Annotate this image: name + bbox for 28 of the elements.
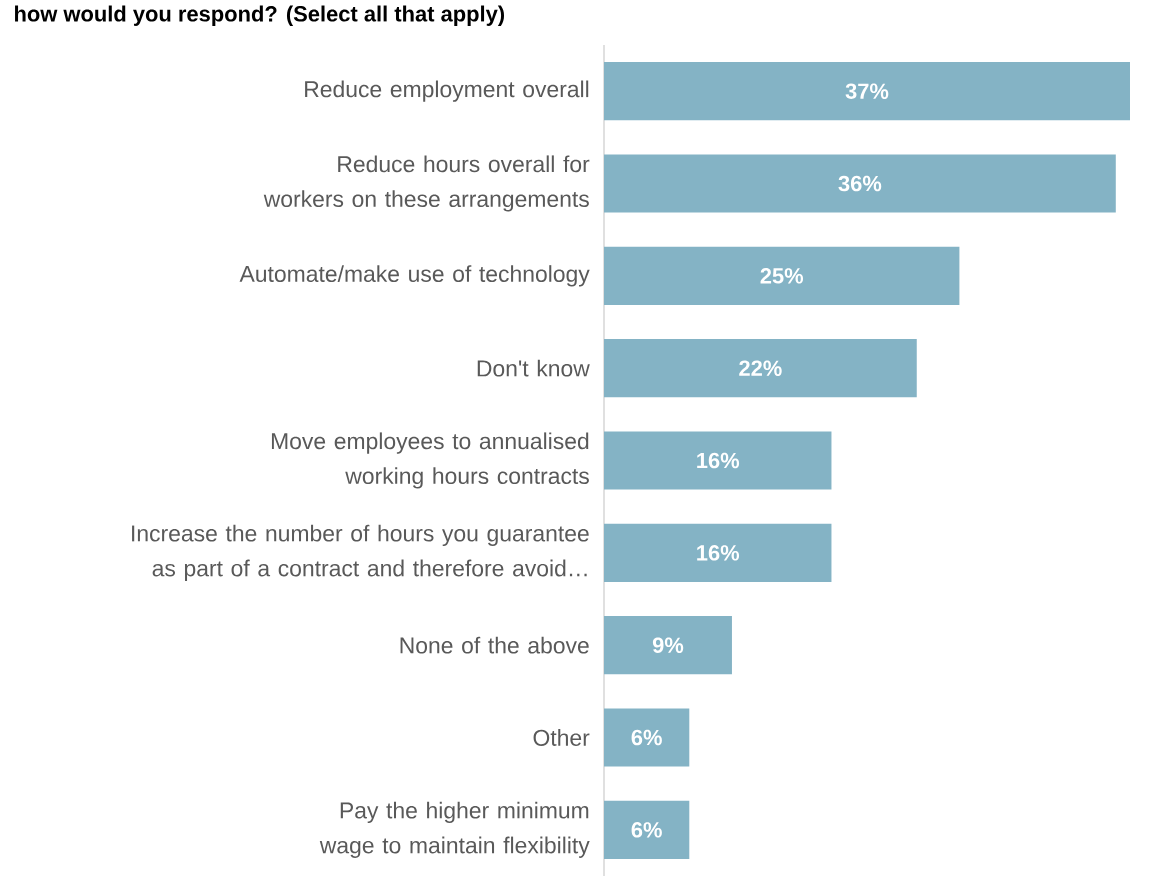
data-label: 37% (845, 83, 889, 99)
data-label: 6% (631, 822, 662, 838)
bar (604, 800, 690, 859)
data-label: 16% (697, 545, 740, 561)
y-tick-label: None of the above (400, 636, 589, 654)
y-tick-label: Automate/make use of technology (239, 265, 590, 287)
y-tick-label: Increase the number of hours you guarantee as part of a contract and therefore avoid… (132, 524, 589, 581)
data-label: 22% (739, 360, 782, 376)
y-tick-label: Move employees to annualised working hours contracts (271, 432, 589, 489)
y-tick-label: Don't know (477, 359, 590, 377)
data-label: 16% (697, 452, 740, 469)
bar (604, 154, 1116, 213)
bar (604, 62, 1130, 121)
y-tick-label: Reduce hours overall for workers on these arrangements (263, 155, 590, 212)
y-tick-label: Pay the higher minimum wage to maintain flexibility (319, 801, 590, 858)
data-label: 25% (760, 268, 804, 284)
bar (604, 616, 732, 675)
data-label: 36% (838, 175, 882, 192)
bar (604, 431, 832, 490)
bar (604, 339, 917, 398)
y-tick-label: Other (533, 729, 590, 746)
text: how would you respond? (Select all that apply) (15, 5, 505, 26)
data-label: 9% (652, 637, 684, 653)
bar (604, 708, 690, 767)
data-label: 6% (631, 729, 662, 746)
y-tick-label: Reduce employment overall (305, 80, 589, 102)
bar (604, 523, 832, 582)
bar (604, 246, 960, 305)
